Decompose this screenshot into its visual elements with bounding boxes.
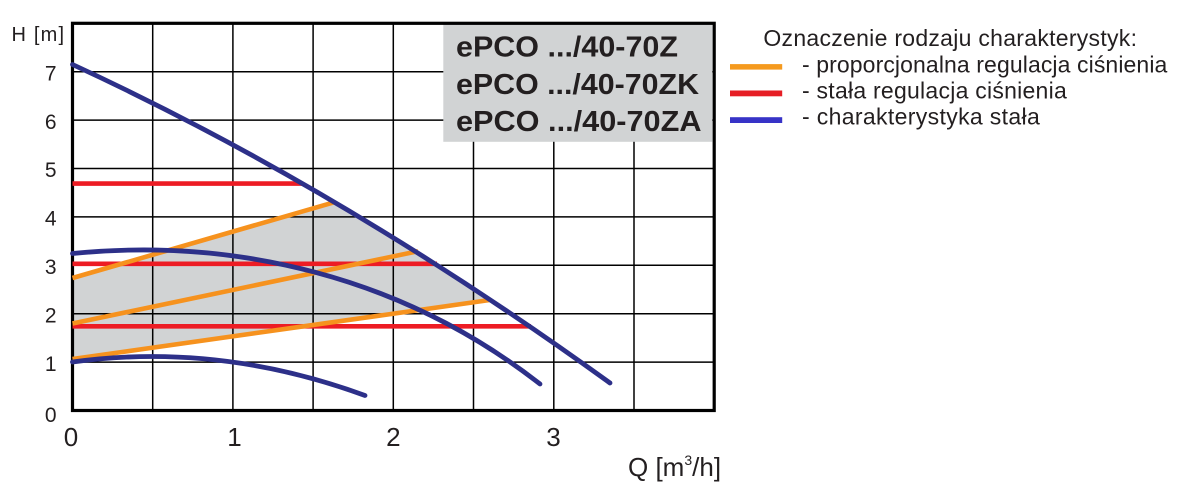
svg-text:0: 0 [45, 404, 57, 427]
svg-text:3: 3 [45, 256, 57, 279]
svg-text:ePCO .../40-70ZA: ePCO .../40-70ZA [456, 106, 702, 138]
svg-text:- charakterystyka stała: - charakterystyka stała [802, 104, 1040, 130]
svg-text:- stała regulacja ciśnienia: - stała regulacja ciśnienia [802, 78, 1067, 104]
svg-text:H [m]: H [m] [12, 24, 66, 46]
svg-text:- proporcjonalna regulacja ciś: - proporcjonalna regulacja ciśnienia [802, 52, 1168, 78]
svg-text:Oznaczenie rodzaju charakterys: Oznaczenie rodzaju charakterystyk: [763, 25, 1137, 51]
svg-text:1: 1 [227, 422, 241, 452]
svg-text:2: 2 [45, 304, 57, 327]
svg-text:ePCO .../40-70Z: ePCO .../40-70Z [456, 32, 678, 64]
svg-text:0: 0 [64, 422, 78, 452]
svg-text:4: 4 [45, 208, 57, 231]
svg-text:3: 3 [546, 422, 560, 452]
svg-text:1: 1 [45, 353, 57, 376]
svg-text:Q [m3/h]: Q [m3/h] [628, 452, 721, 482]
svg-text:ePCO .../40-70ZK: ePCO .../40-70ZK [456, 69, 699, 101]
svg-text:2: 2 [386, 422, 400, 452]
svg-text:5: 5 [45, 159, 57, 182]
svg-text:7: 7 [45, 62, 57, 85]
svg-text:6: 6 [45, 111, 57, 134]
